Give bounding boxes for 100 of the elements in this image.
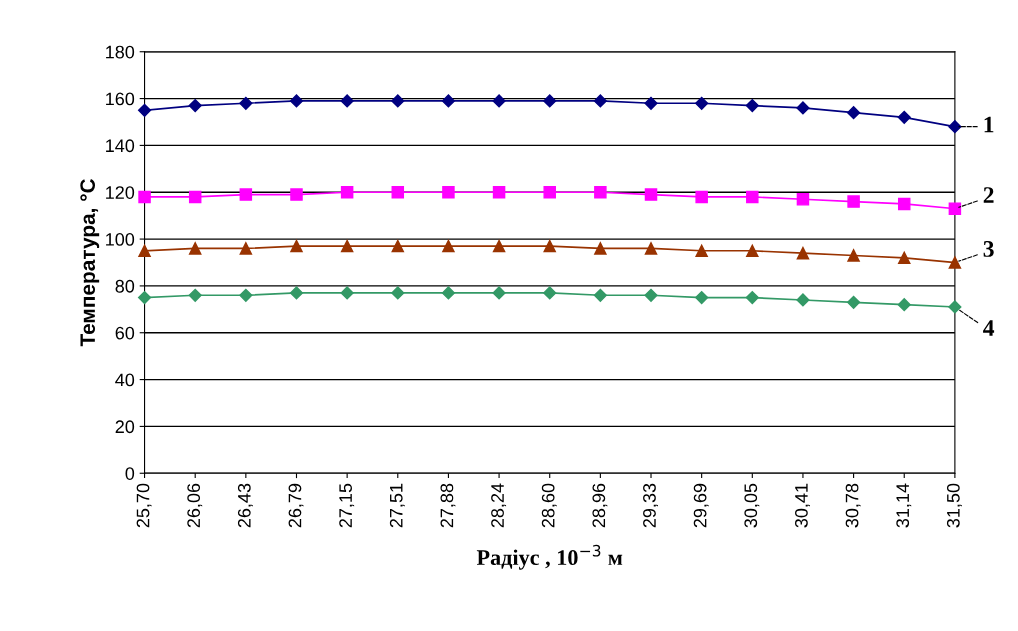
point [290,188,303,201]
point [695,244,708,258]
point [543,239,556,253]
point [137,291,152,305]
point [897,197,911,211]
x-tick-label: 31,50 [946,483,962,528]
point [594,185,607,199]
x-tick-label: 26,06 [187,483,203,528]
point [543,286,557,300]
point [644,288,658,302]
point [188,99,202,113]
x-tick-label: 26,43 [237,483,253,528]
point [391,239,405,253]
point [796,293,810,307]
series-label: 1 [984,116,994,133]
y-tick-label: 160 [106,92,135,106]
point [796,246,810,260]
point [340,239,354,253]
point [644,188,658,201]
point [138,244,151,258]
point [847,195,860,208]
point [492,94,506,108]
point [695,190,708,204]
x-tick-label: 25,70 [136,483,152,528]
point [391,185,405,199]
point [695,291,709,305]
point [644,96,658,110]
x-tick-label: 31,14 [896,483,912,528]
point [644,242,658,255]
point [948,120,962,134]
point [340,286,354,300]
point [441,286,456,300]
y-axis-title: Температура, °C [80,178,100,347]
point [593,94,607,108]
point [441,94,456,108]
point [138,190,151,204]
x-tick-label: 30,05 [744,483,760,528]
point [492,239,506,253]
x-tick-label: 28,60 [541,483,557,528]
point [442,185,455,199]
x-tick-label: 30,78 [845,483,861,528]
point [897,298,911,312]
y-tick-label: 80 [115,279,135,293]
point [746,190,759,204]
point [847,106,861,120]
series-label: 4 [983,320,995,336]
point [442,239,455,253]
point [948,300,962,314]
point [847,249,860,262]
x-tick-label: 26,79 [288,483,304,528]
point [239,96,253,110]
point [847,295,861,309]
point [391,94,405,108]
point [188,242,202,255]
point [897,251,911,265]
y-tick-label: 140 [106,139,135,153]
point [543,185,556,199]
point [745,291,759,305]
x-tick-label: 30,41 [795,483,810,528]
point [796,101,810,115]
point [239,288,253,302]
x-tick-label: 27,88 [440,483,456,528]
point [239,242,253,255]
point [897,110,911,124]
point [239,188,253,201]
point [948,256,962,269]
point [188,190,202,204]
point [188,288,202,302]
x-axis-title: Радіус , 10$^{−3}$ м [476,544,623,570]
point [391,286,405,300]
point [695,96,709,110]
point [543,94,557,108]
y-tick-label: 120 [106,186,135,199]
point [289,94,304,108]
point [137,103,152,117]
point [593,288,607,302]
y-tick-label: 60 [115,326,135,340]
series-label: 2 [983,187,994,203]
point [492,185,506,199]
point [340,185,354,199]
x-tick-label: 28,96 [592,483,608,528]
point [290,239,303,253]
series-label: 3 [983,241,994,257]
point [492,286,506,300]
point [289,286,304,300]
y-tick-label: 180 [106,45,135,59]
y-tick-label: 0 [125,467,135,480]
point [340,94,354,108]
point [796,193,810,206]
x-tick-label: 29,33 [643,483,658,528]
point [746,244,759,258]
point [594,242,607,255]
x-tick-label: 29,69 [693,483,709,528]
y-tick-label: 100 [106,233,135,246]
x-tick-label: 27,15 [339,483,355,528]
y-tick-label: 20 [115,420,135,434]
point [948,202,962,215]
x-tick-label: 28,24 [491,483,507,528]
y-tick-label: 40 [115,373,135,387]
point [745,99,759,113]
